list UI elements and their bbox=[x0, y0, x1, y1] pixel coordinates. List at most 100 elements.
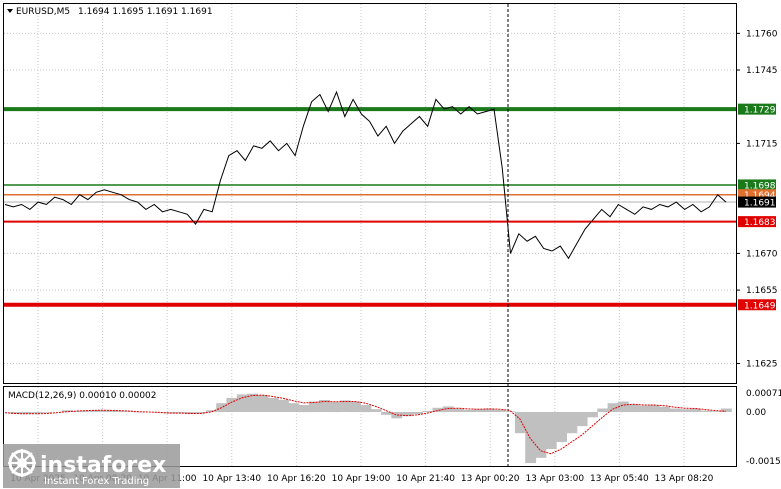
macd-tick-label: -0.00153 bbox=[746, 457, 781, 467]
macd-tick-label: 0.00 bbox=[746, 408, 766, 418]
macd-bar bbox=[10, 412, 22, 414]
macd-bar bbox=[401, 412, 413, 417]
macd-bar bbox=[267, 397, 279, 412]
level-label-box bbox=[738, 179, 776, 191]
macd-bar bbox=[41, 412, 52, 413]
level-lines bbox=[4, 107, 736, 307]
price-tick-label: 1.1745 bbox=[746, 66, 778, 76]
time-tick-label: 13 Apr 08:20 bbox=[655, 474, 714, 484]
macd-bar bbox=[545, 412, 557, 449]
macd-bar bbox=[525, 412, 537, 464]
time-tick-label: 10 Apr 16:20 bbox=[267, 474, 326, 484]
macd-bar bbox=[102, 410, 114, 413]
macd-bar bbox=[20, 412, 32, 415]
macd-title: MACD(12,26,9) 0.00010 0.00002 bbox=[8, 391, 157, 401]
instaforex-logo-icon bbox=[8, 449, 36, 477]
macd-bar bbox=[432, 407, 444, 412]
macd-bar bbox=[113, 410, 125, 412]
macd-bar bbox=[453, 408, 464, 412]
price-tick-label: 1.1715 bbox=[746, 139, 778, 149]
macd-bar bbox=[710, 411, 722, 412]
macd-bar bbox=[278, 399, 289, 412]
macd-bar bbox=[607, 403, 619, 412]
macd-signal-line bbox=[4, 394, 727, 455]
macd-bar bbox=[123, 411, 135, 412]
macd-bar bbox=[288, 403, 300, 412]
macd-tick-label: 0.00071 bbox=[746, 389, 781, 399]
level-label-box bbox=[738, 189, 776, 201]
macd-bar bbox=[514, 412, 526, 434]
macd-bar bbox=[92, 409, 104, 412]
level-label-box bbox=[738, 103, 776, 115]
symbol-label: EURUSD,M5 bbox=[16, 7, 70, 17]
macd-bar bbox=[484, 408, 495, 412]
macd-bar bbox=[679, 409, 691, 412]
time-tick-label: 10 Apr 21:40 bbox=[396, 474, 455, 484]
price-tick-label: 1.1670 bbox=[746, 249, 778, 259]
current-price-box bbox=[738, 196, 776, 208]
macd-bar bbox=[319, 400, 331, 412]
macd-bar bbox=[638, 405, 650, 412]
macd-bar bbox=[257, 395, 269, 412]
macd-bar bbox=[72, 411, 83, 413]
macd-bar bbox=[566, 412, 578, 434]
level-label: 1.1729 bbox=[744, 106, 776, 116]
macd-bar bbox=[195, 412, 207, 414]
time-tick-label: 10 Apr 19:00 bbox=[332, 474, 391, 484]
macd-bar bbox=[422, 411, 434, 413]
price-tick-label: 1.1760 bbox=[746, 29, 778, 39]
macd-bar bbox=[690, 408, 701, 412]
level-label: 1.1698 bbox=[744, 181, 776, 191]
price-series bbox=[4, 90, 727, 260]
logo-brand: instaforex bbox=[40, 453, 166, 478]
macd-bar bbox=[411, 412, 423, 415]
macd-bar bbox=[659, 406, 670, 413]
macd-bar bbox=[494, 409, 506, 412]
level-label: 1.1683 bbox=[744, 218, 776, 228]
macd-bar bbox=[360, 405, 372, 413]
macd-bar bbox=[175, 412, 186, 414]
level-label: 1.1649 bbox=[744, 301, 776, 311]
time-tick-label: 13 Apr 00:20 bbox=[461, 474, 520, 484]
macd-bar bbox=[700, 410, 712, 412]
macd-bar bbox=[350, 401, 361, 413]
macd-bar bbox=[226, 397, 238, 412]
macd-bar bbox=[648, 405, 660, 413]
macd-bar bbox=[720, 408, 732, 412]
time-tick-label: 10 Apr 13:40 bbox=[202, 474, 261, 484]
dropdown-triangle-icon[interactable] bbox=[7, 9, 13, 13]
macd-bar bbox=[617, 401, 629, 413]
chart-header: EURUSD,M5 1.1694 1.1695 1.1691 1.1691 bbox=[7, 7, 213, 17]
macd-axis: 0.00071 0.00 -0.00153 bbox=[746, 389, 781, 467]
level-label: 1.1694 bbox=[744, 191, 776, 201]
macd-bar bbox=[442, 406, 454, 412]
macd-bar bbox=[669, 408, 681, 412]
macd-bar bbox=[473, 409, 485, 412]
level-label-box bbox=[738, 299, 776, 311]
macd-bar bbox=[247, 393, 258, 412]
instaforex-logo: instaforex Instant Forex Trading bbox=[3, 444, 180, 488]
macd-bar bbox=[185, 412, 197, 415]
current-price-label: 1.1691 bbox=[744, 199, 776, 209]
ohlc-values: 1.1694 1.1695 1.1691 1.1691 bbox=[78, 7, 213, 17]
price-panel bbox=[3, 3, 737, 384]
macd-bar bbox=[597, 408, 609, 412]
macd-bar bbox=[463, 409, 475, 412]
macd-bar bbox=[30, 412, 42, 414]
level-label-box bbox=[738, 216, 776, 228]
macd-bar bbox=[308, 401, 320, 413]
macd-bar bbox=[205, 410, 217, 413]
price-line bbox=[4, 90, 727, 260]
price-tick-label: 1.1625 bbox=[746, 359, 778, 369]
time-tick-label: 13 Apr 03:00 bbox=[525, 474, 584, 484]
macd-series bbox=[4, 393, 732, 464]
macd-bar bbox=[82, 410, 94, 412]
macd-bar bbox=[298, 405, 310, 413]
time-tick-label: 13 Apr 05:40 bbox=[590, 474, 649, 484]
macd-bar bbox=[329, 402, 341, 413]
logo-tagline: Instant Forex Trading bbox=[44, 476, 149, 487]
macd-bar bbox=[236, 394, 248, 412]
macd-bar bbox=[339, 400, 351, 412]
grid bbox=[4, 4, 736, 466]
